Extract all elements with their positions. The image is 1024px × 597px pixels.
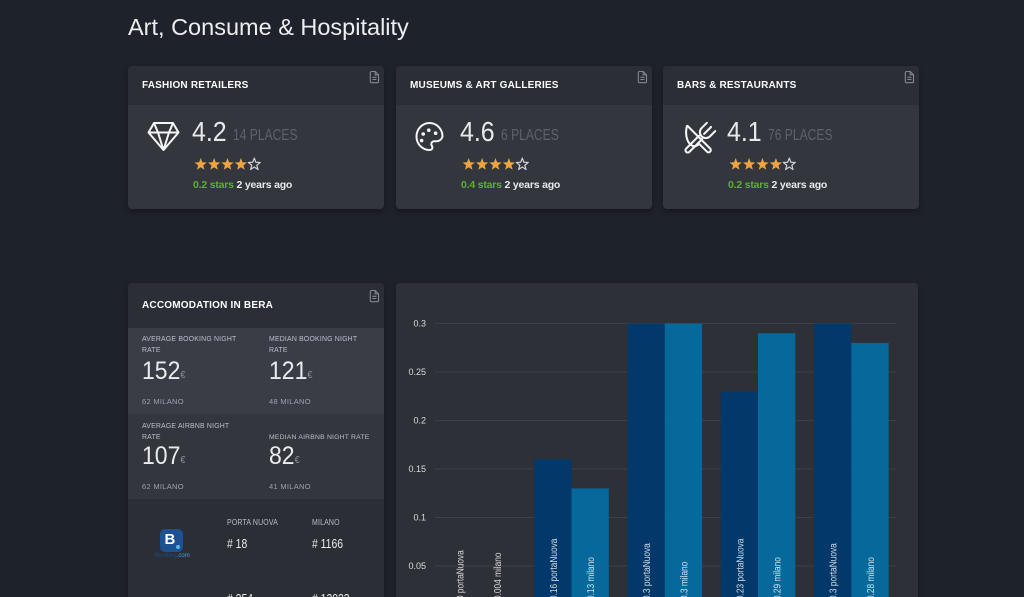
svg-text:0.2: 0.2 — [413, 416, 426, 426]
svg-text:0.28 milano: 0.28 milano — [866, 557, 877, 597]
svg-text:0 portaNuova: 0 portaNuova — [456, 550, 467, 597]
svg-text:0.16 portaNuova: 0.16 portaNuova — [549, 538, 560, 597]
svg-text:0.3 portaNuova: 0.3 portaNuova — [642, 543, 653, 597]
svg-text:0.23 portaNuova: 0.23 portaNuova — [735, 538, 746, 597]
svg-text:0.05: 0.05 — [408, 561, 426, 571]
svg-text:0.3: 0.3 — [413, 319, 426, 329]
svg-text:0.004 milano: 0.004 milano — [493, 552, 504, 597]
svg-text:0.15: 0.15 — [408, 464, 426, 474]
svg-text:0.3 portaNuova: 0.3 portaNuova — [829, 543, 840, 597]
svg-text:0.13 milano: 0.13 milano — [586, 557, 597, 597]
svg-text:0.1: 0.1 — [413, 513, 426, 523]
svg-text:0.3 milano: 0.3 milano — [679, 561, 690, 597]
svg-text:0.25: 0.25 — [408, 367, 426, 377]
svg-text:0.29 milano: 0.29 milano — [773, 557, 784, 597]
